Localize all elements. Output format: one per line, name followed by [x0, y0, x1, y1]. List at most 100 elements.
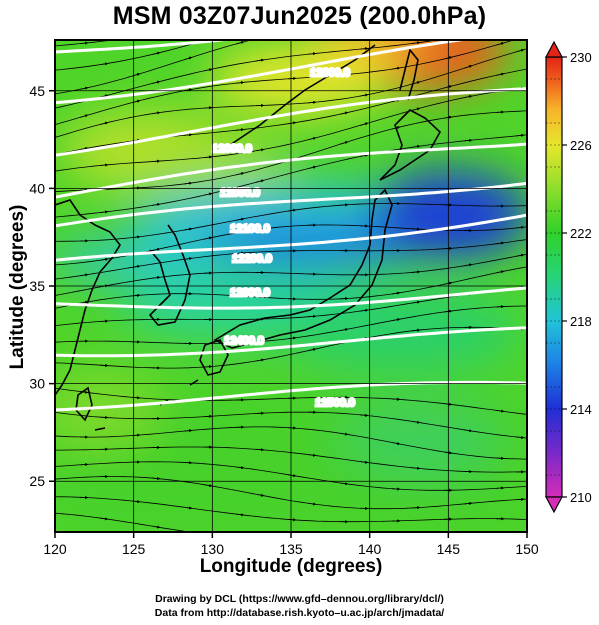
- x-tick-label: 135: [279, 541, 303, 557]
- streamline-arrow: [255, 58, 265, 62]
- streamline-arrow: [151, 276, 161, 280]
- streamline-arrow: [339, 203, 349, 207]
- streamline-arrow: [515, 435, 525, 440]
- streamline-arrow: [256, 23, 264, 25]
- streamline-arrow: [411, 107, 421, 111]
- streamline-arrow: [235, 513, 245, 517]
- streamline-arrow: [79, 462, 89, 467]
- streamline-arrow: [444, 20, 452, 21]
- streamline-arrow: [79, 114, 89, 118]
- height-contour: [55, 40, 235, 54]
- streamline-arrow: [515, 133, 525, 137]
- streamline-arrow: [288, 31, 296, 32]
- contour-label: 12000.0: [310, 67, 350, 79]
- streamline-arrow: [463, 138, 473, 142]
- streamline: [55, 48, 527, 138]
- streamline-arrow: [307, 100, 317, 104]
- streamline-arrow: [99, 363, 109, 368]
- streamline-arrow: [287, 426, 297, 430]
- streamline-arrow: [203, 365, 213, 369]
- streamline-arrow: [516, 537, 524, 538]
- streamline-arrow: [495, 42, 505, 46]
- sakhalin-coast: [399, 48, 419, 101]
- streamline-arrow: [79, 273, 89, 277]
- korea-coast: [148, 224, 191, 326]
- colorbar-tick-label: 214: [570, 402, 592, 417]
- streamline-arrow: [391, 291, 401, 295]
- streamline-arrow: [495, 72, 505, 76]
- streamline-arrow: [203, 155, 213, 159]
- streamline: [55, 512, 192, 532]
- kyushu-coast: [199, 339, 229, 376]
- streamline-arrow: [151, 111, 161, 115]
- height-contours: 12000.0 12000.0 12050.0 12100.0 12200.0 12300…: [55, 40, 527, 412]
- colorbar-tick-label: 226: [570, 138, 592, 153]
- streamline-arrow: [235, 172, 245, 176]
- streamline-arrow: [183, 257, 193, 261]
- honshu-coast: [213, 188, 393, 349]
- streamline-arrow: [360, 537, 368, 538]
- streamline-arrow: [391, 487, 401, 491]
- streamline-arrow: [288, 1, 296, 3]
- height-contour: [55, 326, 527, 358]
- streamline-arrow: [183, 429, 193, 433]
- streamline-arrow: [359, 47, 369, 51]
- streamline-arrow: [391, 318, 401, 322]
- streamline-arrow: [255, 179, 265, 183]
- china-coast: [55, 199, 121, 396]
- streamline-arrow: [235, 128, 245, 132]
- streamline-arrow: [307, 453, 317, 457]
- streamline-arrow: [79, 147, 89, 151]
- y-tick-label: 25: [29, 473, 45, 489]
- streamline-arrow: [255, 358, 265, 362]
- streamline-arrow: [515, 225, 525, 230]
- streamline-arrow: [151, 80, 161, 84]
- streamline-arrow: [151, 159, 161, 163]
- streamline-arrow: [339, 328, 349, 332]
- streamline: [55, 326, 527, 369]
- streamline: [55, 40, 253, 95]
- x-tick-label: 120: [43, 541, 67, 557]
- colorbar-tick-label: 222: [570, 226, 592, 241]
- contour-label: 12050.0: [220, 187, 260, 199]
- streamline-arrow: [151, 51, 161, 55]
- streamline: [55, 40, 208, 71]
- y-tick-label: 30: [29, 376, 45, 392]
- streamline-arrow: [236, 15, 244, 17]
- streamline-arrow: [132, 36, 140, 37]
- x-tick-label: 140: [358, 541, 382, 557]
- streamline-arrow: [183, 181, 193, 185]
- streamline-arrow: [99, 517, 109, 521]
- colorbar: 210 214 218 222 226 230: [545, 40, 592, 514]
- streamline-arrow: [411, 420, 421, 424]
- colorbar-max-triangle: [545, 40, 563, 58]
- contour-label: 12300.0: [230, 287, 270, 299]
- streamline-arrow: [360, 1, 368, 2]
- streamline-arrow: [463, 263, 473, 267]
- streamline-arrow: [359, 93, 369, 97]
- streamline: [55, 411, 527, 439]
- colorbar-tick-label: 210: [570, 490, 592, 505]
- credit-data-source: Data from http://database.rish.kyoto–u.a…: [154, 607, 445, 619]
- russia-coast: [229, 44, 376, 146]
- streamline-arrow: [495, 270, 505, 274]
- streamline-arrow: [411, 270, 421, 274]
- streamline-arrow: [203, 483, 213, 488]
- streamline-arrow: [391, 66, 401, 70]
- streamline-arrow: [339, 73, 349, 77]
- colorbar-min-triangle: [545, 496, 563, 514]
- streamline-arrow: [183, 506, 193, 510]
- streamline-arrow: [287, 336, 297, 340]
- streamline-arrow: [99, 163, 109, 167]
- streamline-arrow: [287, 76, 297, 81]
- streamline-arrow: [203, 192, 213, 196]
- streamline-arrow: [463, 64, 473, 69]
- streamline-arrow: [339, 432, 349, 436]
- streamline: [55, 253, 527, 296]
- height-contour: [55, 181, 527, 228]
- streamline-arrow: [495, 241, 505, 245]
- streamline-arrow: [463, 501, 473, 506]
- streamline-arrow: [235, 251, 245, 255]
- streamline-arrow: [183, 227, 193, 231]
- streamline-arrow: [515, 48, 525, 53]
